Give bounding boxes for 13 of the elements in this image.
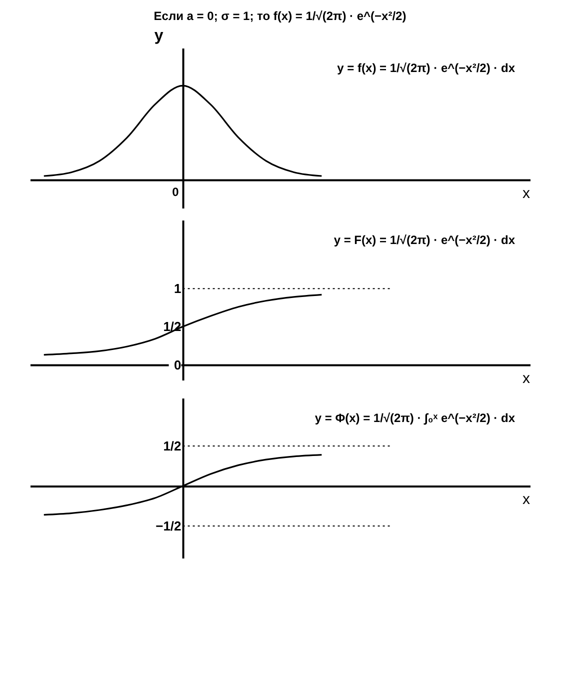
annotation: y = F(x) = 1/√(2π) · e^(−x²/2) · dx <box>334 233 516 247</box>
x-axis-title: x <box>522 370 530 387</box>
y-tick-label: 1/2 <box>163 438 182 454</box>
x-axis-title: x <box>522 184 530 202</box>
x-axis-title: x <box>522 491 530 508</box>
y-axis-title: y <box>154 28 164 44</box>
annotation: y = Φ(x) = 1/√(2π) · ∫₀ˣ e^(−x²/2) · dx <box>314 411 516 425</box>
text: y = f(x) = 1/√(2π) · e^(−x²/2) · dx <box>337 61 516 75</box>
y-tick-label: −1/2 <box>156 518 182 534</box>
y-tick-label: 0 <box>174 357 182 372</box>
y-tick-label: 1 <box>174 281 182 296</box>
chart-title: Если a = 0; σ = 1; то f(x) = 1/√(2π) · e^(−x²/2) <box>154 9 406 23</box>
y-tick-label: 1/2 <box>163 319 182 334</box>
